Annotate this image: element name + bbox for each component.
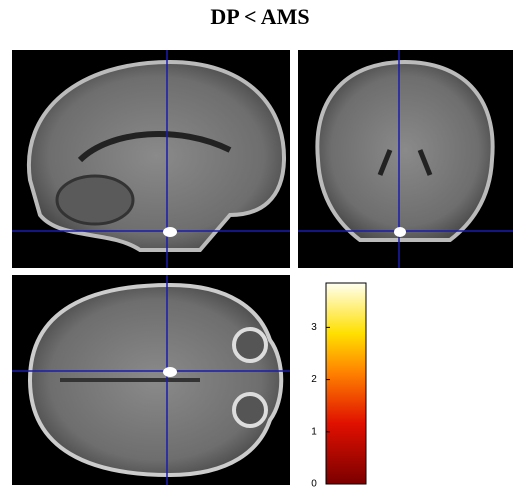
tick-label: 1 [311,426,317,437]
tick-label: 3 [311,322,317,333]
coronal-view [298,50,513,268]
tick-label: 0 [311,479,317,489]
colorbar [326,283,366,484]
title: DP < AMS [210,4,309,29]
page: DP < AMS 0123 (() => { const data = JSON… [0,0,517,489]
axial-view [12,275,290,485]
tick-label: 2 [311,374,317,385]
sagittal-view [12,50,290,268]
figure: DP < AMS 0 1 2 3 [0,0,517,489]
